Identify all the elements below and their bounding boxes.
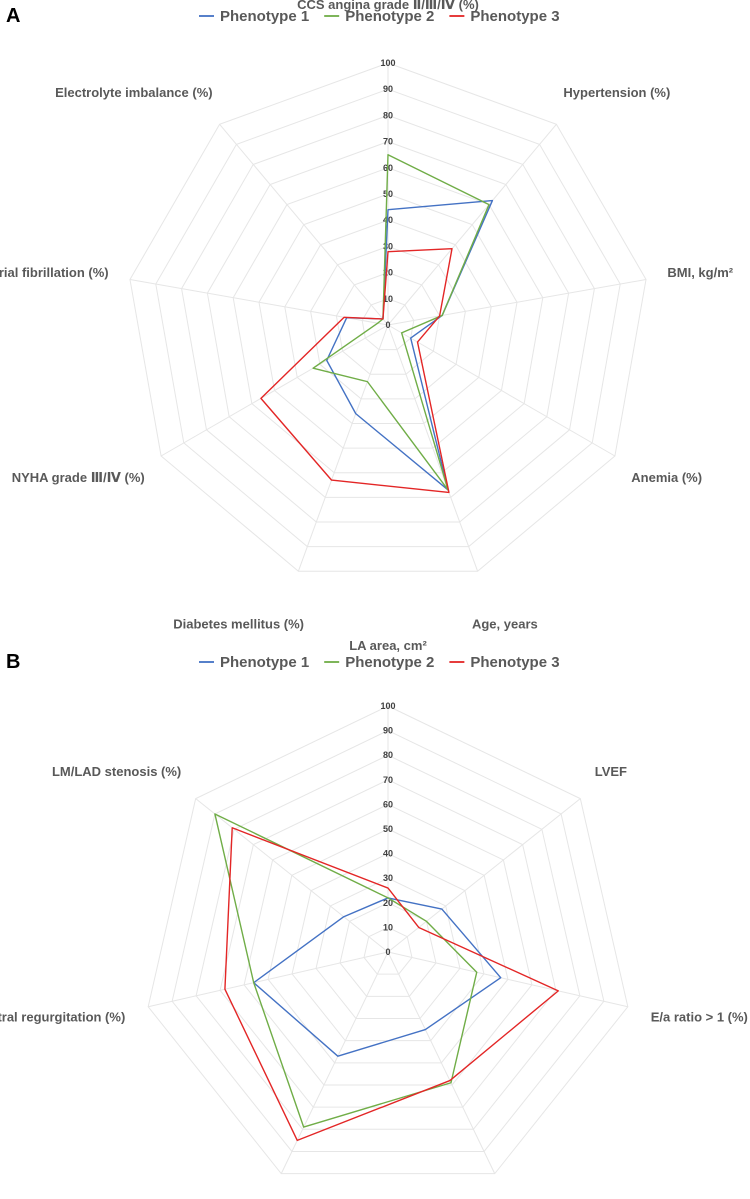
legend-label-phenotype-1: Phenotype 1: [220, 8, 309, 25]
axis-spoke: [387, 951, 496, 1174]
tick-label: 50: [383, 189, 393, 199]
axis-spoke: [219, 123, 389, 326]
panel-letter-a: A: [6, 5, 20, 27]
tick-label: 70: [383, 137, 393, 147]
tick-label: 100: [380, 58, 395, 68]
tick-label: 30: [383, 873, 393, 883]
legend-label-phenotype-1: Phenotype 1: [220, 654, 309, 671]
series-line-phenotype-1: [326, 199, 494, 491]
grid: [147, 705, 629, 1175]
axis-label-nyha-grade: NYHA grade Ⅲ/Ⅳ (%): [12, 470, 145, 485]
grid-ring: [284, 219, 492, 424]
tick-label: 90: [383, 726, 393, 736]
grid-ring: [147, 705, 629, 1175]
grid-ring: [171, 730, 605, 1152]
axis-spoke: [148, 951, 389, 1008]
axis-spoke: [387, 951, 628, 1008]
tick-label: 0: [385, 320, 390, 330]
grid-ring: [129, 62, 647, 572]
axis-label-e-a-ratio-1: E/a ratio > 1 (%): [651, 1010, 748, 1025]
tick-label: 60: [383, 799, 393, 809]
legend-label-phenotype-3: Phenotype 3: [470, 8, 559, 25]
axis-spoke: [297, 324, 389, 572]
tick-label: 90: [383, 84, 393, 94]
axis-label-age-years: Age, years: [472, 617, 538, 632]
series-line-phenotype-1: [252, 897, 502, 1057]
series-line-phenotype-2: [214, 813, 478, 1128]
legend-label-phenotype-3: Phenotype 3: [470, 654, 559, 671]
tick-label: 10: [383, 294, 393, 304]
grid-ring: [339, 902, 437, 997]
grid-ring: [361, 298, 415, 351]
axis-spoke: [387, 123, 557, 326]
axis-label-anemia: Anemia (%): [631, 470, 702, 485]
series-line-phenotype-3: [260, 248, 453, 494]
axis-spoke: [280, 951, 389, 1174]
grid-ring: [155, 88, 621, 548]
axis-spoke: [387, 324, 479, 572]
grid-ring: [310, 245, 466, 400]
tick-label: 70: [383, 775, 393, 785]
grid-ring: [232, 167, 544, 474]
axis-label-bmi-kg-m: BMI, kg/m²: [667, 265, 733, 280]
axis-spoke: [160, 324, 389, 457]
panel-letter-b: B: [6, 651, 20, 673]
grid-ring: [267, 828, 509, 1064]
tick-label: 10: [383, 922, 393, 932]
axis-label-ccs-angina-grade: CCS angina grade Ⅱ/Ⅲ/Ⅳ (%): [297, 0, 479, 12]
axis-label-hypertension: Hypertension (%): [563, 85, 670, 100]
grid-ring: [335, 272, 441, 375]
grid-ring: [195, 754, 581, 1130]
axis-label-diabetes-mellitus: Diabetes mellitus (%): [173, 617, 304, 632]
grid-ring: [206, 141, 570, 498]
series-line-phenotype-2: [312, 153, 490, 491]
radar-chart-panel-b: B 0 10 20 30 40 50 60 70 80 90 100 LA area, cm² LVEF…: [0, 638, 748, 1175]
axis-spoke: [387, 279, 647, 326]
axis-label-mitral-regurgitation: Mitral regurgitation (%): [0, 1010, 125, 1025]
series-line-phenotype-3: [224, 827, 559, 1142]
legend: Phenotype 1 Phenotype 2 Phenotype 3: [199, 8, 560, 25]
tick-label: 20: [383, 898, 393, 908]
axis-spoke: [387, 798, 581, 953]
tick-label: 20: [383, 268, 393, 278]
grid: [129, 62, 647, 572]
legend: Phenotype 1 Phenotype 2 Phenotype 3: [199, 654, 560, 671]
grid-ring: [258, 193, 518, 449]
axis-label-lm-lad-stenosis: LM/LAD stenosis (%): [52, 764, 181, 779]
grid-ring: [181, 114, 595, 523]
grid-ring: [363, 926, 413, 975]
axis-label-la-area-cm: LA area, cm²: [349, 638, 427, 653]
tick-label: 50: [383, 824, 393, 834]
tick-label: 80: [383, 110, 393, 120]
axis-label-atrial-fibrillation: Atrial fibrillation (%): [0, 265, 109, 280]
grid-ring: [219, 779, 557, 1108]
axis-spoke: [387, 324, 616, 457]
axis-label-electrolyte-imbalance: Electrolyte imbalance (%): [55, 85, 213, 100]
tick-label: 80: [383, 750, 393, 760]
tick-label: 100: [380, 701, 395, 711]
legend-label-phenotype-2: Phenotype 2: [345, 8, 434, 25]
tick-label: 40: [383, 849, 393, 859]
legend-label-phenotype-2: Phenotype 2: [345, 654, 434, 671]
grid-ring: [243, 803, 533, 1086]
tick-label: 30: [383, 241, 393, 251]
tick-label: 0: [385, 947, 390, 957]
axis-label-lvef: LVEF: [595, 764, 627, 779]
axis-spoke: [195, 798, 389, 953]
